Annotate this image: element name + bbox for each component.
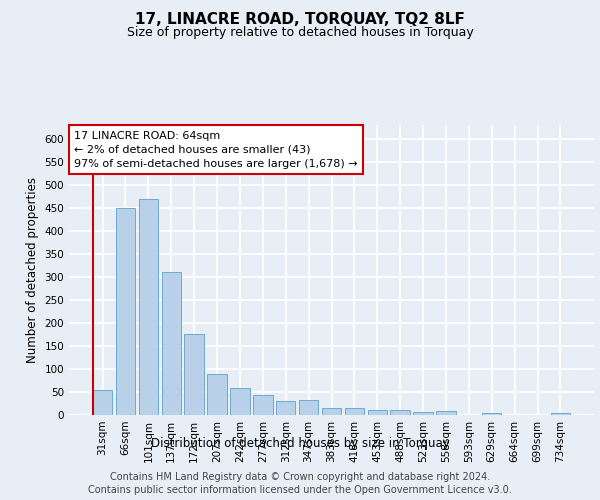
Bar — [391, 410, 410, 415]
Bar — [322, 408, 341, 415]
Bar — [116, 208, 135, 415]
Text: 17, LINACRE ROAD, TORQUAY, TQ2 8LF: 17, LINACRE ROAD, TORQUAY, TQ2 8LF — [135, 12, 465, 28]
Bar — [344, 408, 364, 415]
Bar — [482, 412, 502, 415]
Bar — [139, 198, 158, 415]
Bar — [184, 334, 204, 415]
Bar — [299, 400, 319, 415]
Text: 17 LINACRE ROAD: 64sqm
← 2% of detached houses are smaller (43)
97% of semi-deta: 17 LINACRE ROAD: 64sqm ← 2% of detached … — [74, 131, 358, 169]
Y-axis label: Number of detached properties: Number of detached properties — [26, 177, 39, 363]
Bar — [208, 374, 227, 415]
Bar — [161, 272, 181, 415]
Text: Contains HM Land Registry data © Crown copyright and database right 2024.: Contains HM Land Registry data © Crown c… — [110, 472, 490, 482]
Bar — [253, 395, 272, 415]
Bar — [230, 388, 250, 415]
Bar — [276, 401, 295, 415]
Bar — [413, 412, 433, 415]
Text: Distribution of detached houses by size in Torquay: Distribution of detached houses by size … — [151, 438, 449, 450]
Bar — [368, 410, 387, 415]
Bar — [551, 412, 570, 415]
Bar — [436, 411, 455, 415]
Text: Size of property relative to detached houses in Torquay: Size of property relative to detached ho… — [127, 26, 473, 39]
Text: Contains public sector information licensed under the Open Government Licence v3: Contains public sector information licen… — [88, 485, 512, 495]
Bar — [93, 390, 112, 415]
